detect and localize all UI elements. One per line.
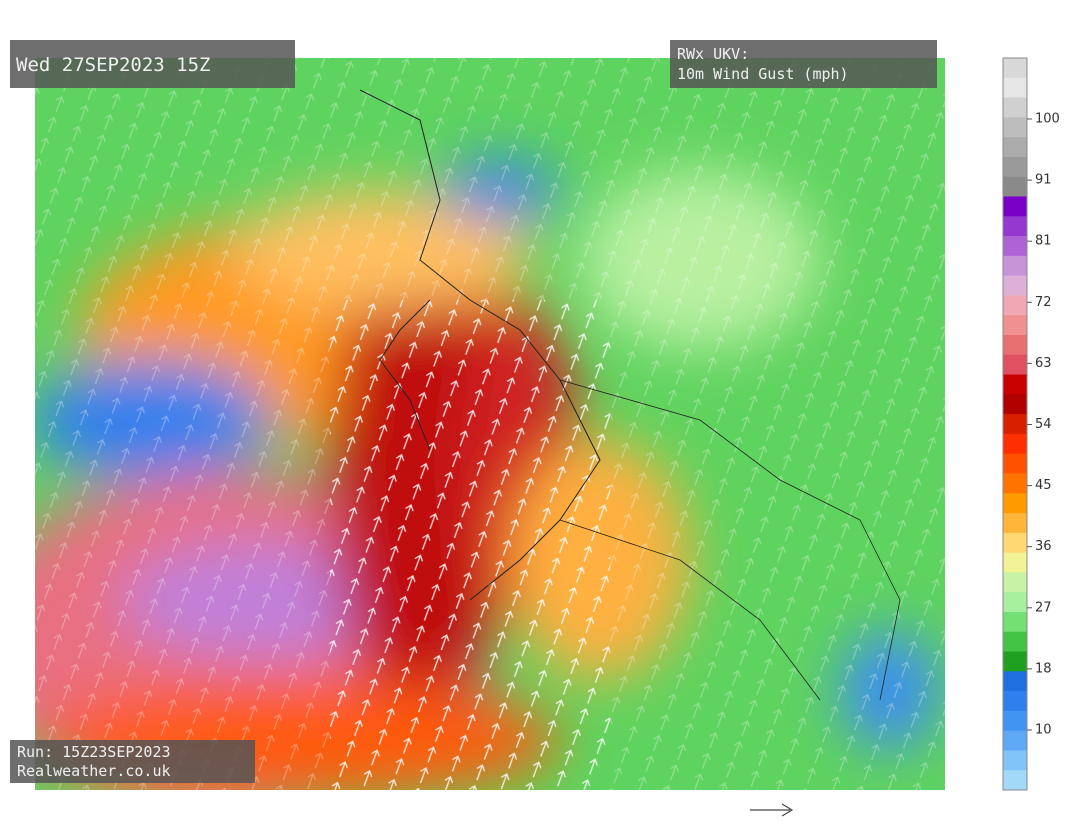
colorbar-swatch	[1003, 710, 1027, 732]
colorbar-swatch	[1003, 453, 1027, 474]
colorbar-swatch	[1003, 473, 1027, 494]
colorbar-swatch	[1003, 176, 1027, 197]
wind-arrows	[35, 58, 945, 790]
map-title: Wed 27SEP2023 15Z	[16, 54, 210, 76]
product-field: 10m Wind Gust (mph)	[677, 65, 849, 83]
coastline	[359, 89, 601, 601]
colorbar-tick-label: 100	[1035, 112, 1060, 127]
colorbar-swatch	[1003, 592, 1027, 613]
colorbar-tick-label: 27	[1035, 600, 1052, 615]
colorbar-swatch	[1003, 651, 1027, 672]
colorbar-swatch	[1003, 513, 1027, 534]
run-label: Run: 15Z23SEP2023	[17, 743, 171, 761]
colorbar-tick-label: 36	[1035, 539, 1052, 554]
colorbar-tick-label: 45	[1035, 478, 1052, 493]
colorbar-swatch	[1003, 730, 1027, 751]
product-box	[670, 40, 937, 88]
colorbar-swatch	[1003, 236, 1027, 257]
colorbar-swatch	[1003, 58, 1027, 79]
colorbar-swatch	[1003, 770, 1027, 791]
colorbar-swatch	[1003, 334, 1027, 356]
colorbar-swatch	[1003, 493, 1027, 514]
footer-box	[10, 740, 255, 783]
colorbar-swatch	[1003, 117, 1027, 138]
colorbar-swatch	[1003, 374, 1027, 395]
colorbar-tick-label: 18	[1035, 661, 1052, 676]
colorbar-tick-label: 91	[1035, 173, 1052, 188]
colorbar-swatch	[1003, 255, 1027, 277]
colorbar-swatch	[1003, 750, 1027, 771]
colorbar-swatch	[1003, 394, 1027, 415]
colorbar-swatch	[1003, 433, 1027, 455]
colorbar: 100 91 81 72 63 54 45 36 27 18 10	[1002, 57, 1060, 791]
product-name: RWx UKV:	[677, 45, 749, 63]
colorbar-swatch	[1003, 532, 1027, 554]
colorbar-tick-label: 63	[1035, 356, 1052, 371]
colorbar-swatch	[1003, 354, 1027, 376]
colorbar-swatch	[1003, 572, 1027, 593]
colorbar-tick-label: 10	[1035, 723, 1052, 738]
colorbar-swatch	[1003, 671, 1027, 692]
colorbar-swatch	[1003, 295, 1027, 316]
colorbar-tick-label: 72	[1035, 295, 1052, 310]
colorbar-swatch	[1003, 216, 1027, 237]
coastline	[559, 379, 901, 701]
colorbar-swatch	[1003, 156, 1027, 178]
colorbar-swatch	[1003, 315, 1027, 336]
site-label: Realweather.co.uk	[17, 762, 171, 780]
title-box	[10, 40, 295, 88]
colorbar-swatch	[1003, 631, 1027, 653]
colorbar-swatch	[1003, 552, 1027, 573]
scale-arrow	[750, 803, 794, 817]
colorbar-swatch	[1003, 97, 1027, 118]
colorbar-swatch	[1003, 77, 1027, 99]
colorbar-swatch	[1003, 196, 1027, 217]
colorbar-swatch	[1003, 691, 1027, 712]
colorbar-swatch	[1003, 275, 1027, 296]
colorbar-swatch	[1003, 611, 1027, 633]
map-area	[35, 58, 945, 790]
colorbar-swatch	[1003, 414, 1027, 435]
colorbar-swatch	[1003, 137, 1027, 158]
colorbar-tick-label: 81	[1035, 234, 1052, 249]
colorbar-tick-label: 54	[1035, 417, 1052, 432]
